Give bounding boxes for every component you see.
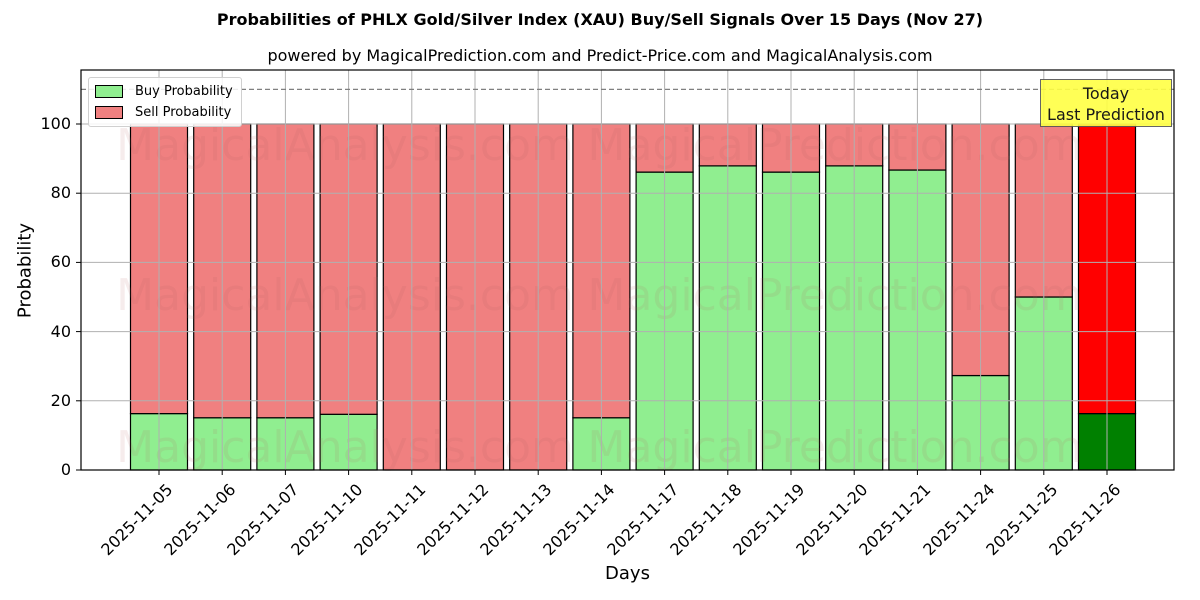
annotation-line1: Today: [1082, 84, 1130, 103]
watermark: MagicalPrediction.com: [588, 120, 1083, 171]
today-annotation: Today Last Prediction: [1040, 79, 1172, 127]
annotation-line2: Last Prediction: [1047, 105, 1165, 124]
chart-title: Probabilities of PHLX Gold/Silver Index …: [216, 10, 984, 29]
y-tick-label: 60: [50, 252, 71, 272]
watermark: MagicalAnalysis.com: [116, 270, 574, 321]
x-axis-label: Days: [605, 563, 650, 584]
chart-subtitle: powered by MagicalPrediction.com and Pre…: [267, 46, 933, 65]
watermark: MagicalAnalysis.com: [116, 120, 574, 171]
y-tick-label: 20: [50, 390, 71, 410]
sell-swatch-icon: [95, 106, 123, 119]
legend: Buy Probability Sell Probability: [88, 77, 242, 127]
y-tick-label: 0: [60, 460, 71, 479]
legend-buy-label: Buy Probability: [135, 84, 233, 99]
y-tick-label: 100: [40, 114, 71, 133]
legend-item-sell: Sell Probability: [95, 102, 233, 123]
watermark: MagicalAnalysis.com: [116, 422, 574, 473]
y-tick-label: 80: [50, 183, 71, 203]
legend-item-buy: Buy Probability: [95, 81, 233, 102]
legend-sell-label: Sell Probability: [135, 105, 232, 120]
y-tick-label: 40: [50, 321, 71, 341]
watermark: MagicalPrediction.com: [588, 422, 1083, 473]
watermark: MagicalPrediction.com: [588, 270, 1083, 321]
buy-swatch-icon: [95, 85, 123, 98]
